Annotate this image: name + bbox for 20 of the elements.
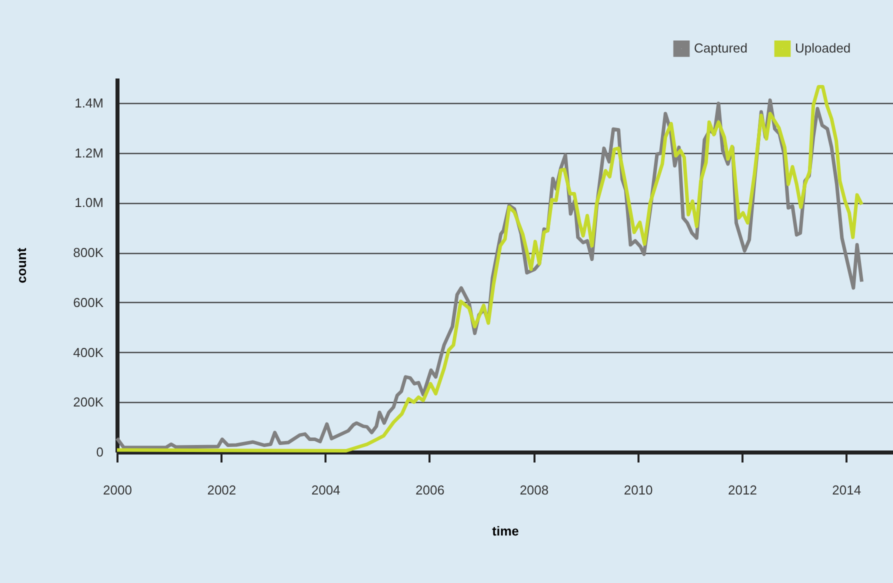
x-tick-label: 2000 (103, 482, 132, 498)
x-tick-label: 2004 (311, 482, 340, 498)
x-tick-label: 2010 (624, 482, 653, 498)
x-tick-label: 2014 (832, 482, 862, 498)
y-tick-label: 400K (73, 344, 104, 360)
y-axis-title: count (14, 247, 30, 284)
y-tick-label: 0 (96, 444, 104, 460)
y-tick-label: 1.4M (74, 95, 104, 110)
y-tick-label: 600K (73, 294, 104, 310)
y-tick-label: 1.0M (74, 195, 104, 210)
y-tick-label: 200K (73, 394, 104, 410)
y-tick-label: 800K (73, 245, 104, 260)
x-tick-label: 2002 (207, 482, 236, 498)
legend-label: Captured (694, 40, 748, 56)
x-tick-label: 2008 (520, 482, 549, 498)
x-tick-label: 2006 (416, 482, 444, 498)
x-axis-title: time (492, 524, 519, 538)
legend-label: Uploaded (795, 40, 851, 56)
y-tick-label: 1.2M (74, 145, 104, 160)
x-tick-label: 2012 (728, 482, 757, 498)
